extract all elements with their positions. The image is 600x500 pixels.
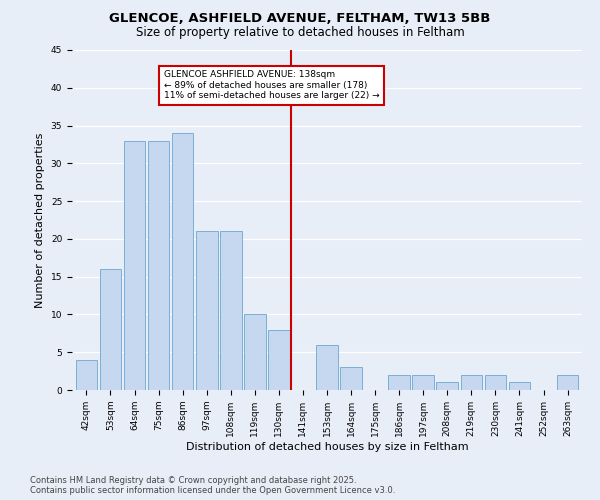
Bar bbox=[196, 232, 218, 390]
Bar bbox=[340, 368, 362, 390]
Y-axis label: Number of detached properties: Number of detached properties bbox=[35, 132, 45, 308]
Bar bbox=[268, 330, 290, 390]
Text: GLENCOE ASHFIELD AVENUE: 138sqm
← 89% of detached houses are smaller (178)
11% o: GLENCOE ASHFIELD AVENUE: 138sqm ← 89% of… bbox=[164, 70, 379, 100]
Bar bbox=[244, 314, 266, 390]
Text: Size of property relative to detached houses in Feltham: Size of property relative to detached ho… bbox=[136, 26, 464, 39]
Bar bbox=[436, 382, 458, 390]
Text: Contains HM Land Registry data © Crown copyright and database right 2025.
Contai: Contains HM Land Registry data © Crown c… bbox=[30, 476, 395, 495]
Bar bbox=[148, 140, 169, 390]
Bar bbox=[124, 140, 145, 390]
Bar bbox=[509, 382, 530, 390]
Bar bbox=[557, 375, 578, 390]
X-axis label: Distribution of detached houses by size in Feltham: Distribution of detached houses by size … bbox=[185, 442, 469, 452]
Bar bbox=[461, 375, 482, 390]
Bar bbox=[485, 375, 506, 390]
Bar bbox=[76, 360, 97, 390]
Bar bbox=[316, 344, 338, 390]
Bar bbox=[172, 133, 193, 390]
Bar bbox=[100, 269, 121, 390]
Bar bbox=[388, 375, 410, 390]
Text: GLENCOE, ASHFIELD AVENUE, FELTHAM, TW13 5BB: GLENCOE, ASHFIELD AVENUE, FELTHAM, TW13 … bbox=[109, 12, 491, 26]
Bar bbox=[220, 232, 242, 390]
Bar bbox=[412, 375, 434, 390]
